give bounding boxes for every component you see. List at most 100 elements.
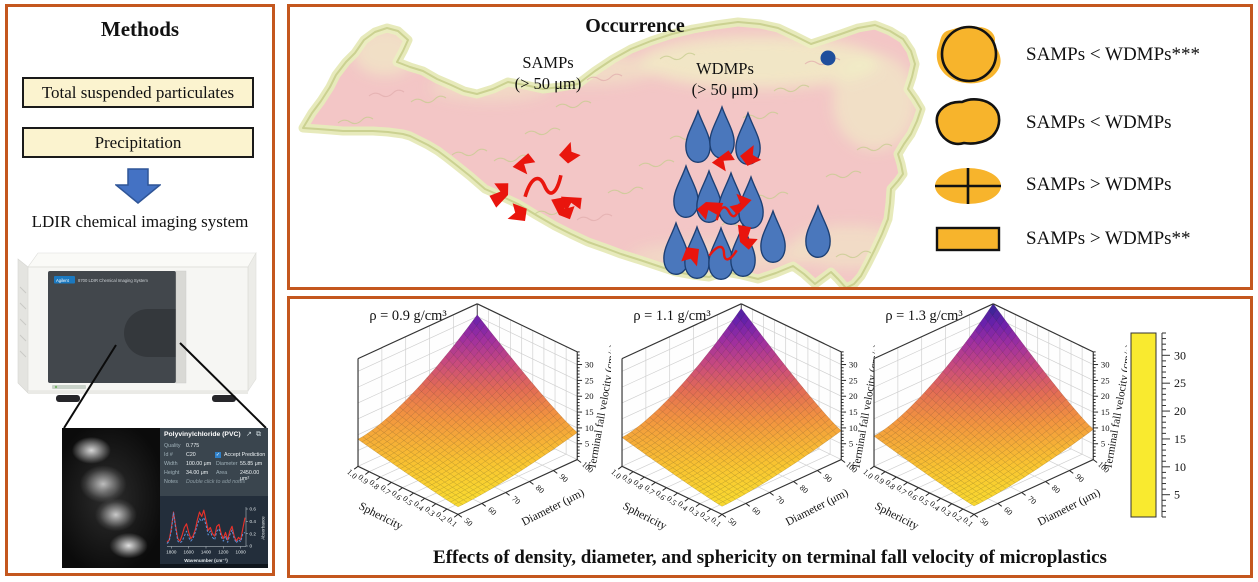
surface-plot-title: ρ = 0.9 g/cm³ <box>369 308 447 324</box>
svg-text:30: 30 <box>1101 359 1110 369</box>
ldir-instrument-image: Agilent 8700 LDIR Chemical Imaging Syste… <box>17 251 257 402</box>
svg-text:20: 20 <box>1174 404 1186 418</box>
svg-text:60: 60 <box>1002 505 1014 517</box>
raindrop-icon <box>730 222 756 277</box>
ldir-software-screenshot: Polyvinylchloride (PVC) ↗ ⧉ Quality 0.77… <box>62 428 268 568</box>
svg-text:30: 30 <box>1174 348 1186 362</box>
microplastic-fragment-icon <box>489 183 509 208</box>
microplastic-fiber-icon <box>708 245 738 261</box>
legend-shape-rectangle-icon <box>935 226 1001 252</box>
svg-text:60: 60 <box>486 505 498 517</box>
svg-text:15: 15 <box>1174 432 1186 446</box>
microplastic-fragment-icon <box>711 150 735 172</box>
instrument-brand: Agilent <box>56 278 70 283</box>
accept-prediction-checkbox[interactable]: ✓ <box>215 451 221 458</box>
svg-text:0: 0 <box>250 544 253 549</box>
width-value: 100.00 μm <box>186 461 212 467</box>
svg-text:Diameter (μm): Diameter (μm) <box>1036 487 1103 529</box>
expand-icon[interactable]: ↗ <box>246 431 252 438</box>
notes-label: Notes <box>164 479 178 485</box>
svg-text:30: 30 <box>849 359 858 369</box>
area-value: 2450.00 μm² <box>240 470 260 482</box>
microplastic-fragment-icon <box>551 197 575 220</box>
svg-text:5: 5 <box>849 439 853 449</box>
svg-text:0.1: 0.1 <box>445 515 459 529</box>
microplastic-fragment-icon <box>737 224 758 250</box>
particle-info-panel: Polyvinylchloride (PVC) ↗ ⧉ Quality 0.77… <box>160 428 268 568</box>
legend-label-3: SAMPs > WDMPs <box>1026 174 1172 195</box>
height-label: Height <box>164 470 180 476</box>
svg-text:5: 5 <box>1174 488 1180 502</box>
particle-ir-image <box>62 428 160 568</box>
accept-prediction-label: Accept Prediction <box>224 452 266 458</box>
terminal-velocity-panel: 1.0 0.9 0.8 0.7 0.6 0.5 0.4 0.3 0.2 0.1 Sphericity… <box>287 296 1253 578</box>
particle-polymer-title: Polyvinylchloride (PVC) <box>164 431 241 438</box>
svg-text:15: 15 <box>849 407 858 417</box>
svg-text:0.1: 0.1 <box>961 515 975 529</box>
notes-placeholder[interactable]: Double click to add notes <box>186 479 246 485</box>
wdmps-map-label: WDMPs (> 50 μm) <box>691 59 759 99</box>
svg-text:0.2: 0.2 <box>250 531 257 536</box>
surface-plot-density-0.9: 1.00.90.80.70.60.50.40.30.20.1Sphericity… <box>345 303 611 533</box>
legend-label-4: SAMPs > WDMPs** <box>1026 228 1191 249</box>
svg-text:25: 25 <box>849 375 858 385</box>
methods-panel: Methods Total suspended particulates Pre… <box>5 4 275 576</box>
svg-text:25: 25 <box>585 375 594 385</box>
instrument-caption: LDIR chemical imaging system <box>31 212 249 231</box>
svg-text:0.4: 0.4 <box>250 519 257 524</box>
svg-text:20: 20 <box>1101 391 1110 401</box>
svg-text:5: 5 <box>585 439 589 449</box>
area-label: Area <box>216 470 228 476</box>
height-value: 34.00 μm <box>186 470 209 476</box>
surface-plot-density-1.3: 1.00.90.80.70.60.50.40.30.20.1Sphericity… <box>861 303 1127 533</box>
svg-text:70: 70 <box>1026 494 1038 506</box>
svg-text:30: 30 <box>585 359 594 369</box>
surface-plot-density-1.1: 1.00.90.80.70.60.50.40.30.20.1Sphericity… <box>609 303 875 533</box>
width-label: Width <box>164 461 178 467</box>
microplastic-fiber-icon <box>715 203 741 221</box>
legend-shape-circle-with-blob-icon <box>936 25 1001 84</box>
raindrop-icon <box>760 208 786 263</box>
occurrence-title: Occurrence <box>585 15 685 37</box>
method-box-total-suspended-particulates: Total suspended particulates <box>22 77 254 108</box>
svg-text:15: 15 <box>1101 407 1110 417</box>
open-external-icon[interactable]: ⧉ <box>256 431 261 438</box>
id-label: Id # <box>164 452 173 458</box>
svg-text:80: 80 <box>1050 483 1062 495</box>
microplastic-fragment-icon <box>512 153 536 175</box>
svg-text:Sphericity: Sphericity <box>357 500 405 532</box>
svg-text:5: 5 <box>1101 439 1105 449</box>
svg-text:Absorbance: Absorbance <box>261 516 266 540</box>
svg-text:20: 20 <box>585 391 594 401</box>
svg-text:10: 10 <box>1101 423 1110 433</box>
svg-text:80: 80 <box>798 483 810 495</box>
surface-plot-title: ρ = 1.3 g/cm³ <box>885 308 963 324</box>
occurrence-panel: Occurrence SAMPs (> 50 μm) WDMPs (> 50 μ… <box>287 4 1253 290</box>
svg-text:0.6: 0.6 <box>250 507 257 512</box>
diameter-value: 55.85 μm <box>240 461 263 467</box>
svg-text:60: 60 <box>750 505 762 517</box>
raindrop-icon <box>673 163 699 218</box>
legend-shape-irregular-blob-icon <box>935 98 1001 146</box>
id-value: C20 <box>186 452 196 458</box>
microplastic-fragment-icon <box>729 193 752 215</box>
svg-text:10: 10 <box>849 423 858 433</box>
diameter-label: Diameter <box>216 461 238 467</box>
quality-value: 0.775 <box>186 443 200 449</box>
svg-text:10: 10 <box>1174 460 1186 474</box>
sampling-site-dot <box>820 50 836 66</box>
velocity-caption: Effects of density, diameter, and spheri… <box>433 547 1107 568</box>
tibetan-plateau-map <box>298 17 926 287</box>
svg-text:25: 25 <box>1101 375 1110 385</box>
svg-text:15: 15 <box>585 407 594 417</box>
svg-text:Wavenumber (cm⁻¹): Wavenumber (cm⁻¹) <box>184 558 228 563</box>
quality-label: Quality <box>164 443 181 449</box>
svg-text:20: 20 <box>849 391 858 401</box>
svg-text:1000: 1000 <box>236 550 247 555</box>
svg-text:70: 70 <box>774 494 786 506</box>
svg-text:70: 70 <box>510 494 522 506</box>
svg-text:80: 80 <box>534 483 546 495</box>
microplastic-fragment-icon <box>561 196 582 213</box>
